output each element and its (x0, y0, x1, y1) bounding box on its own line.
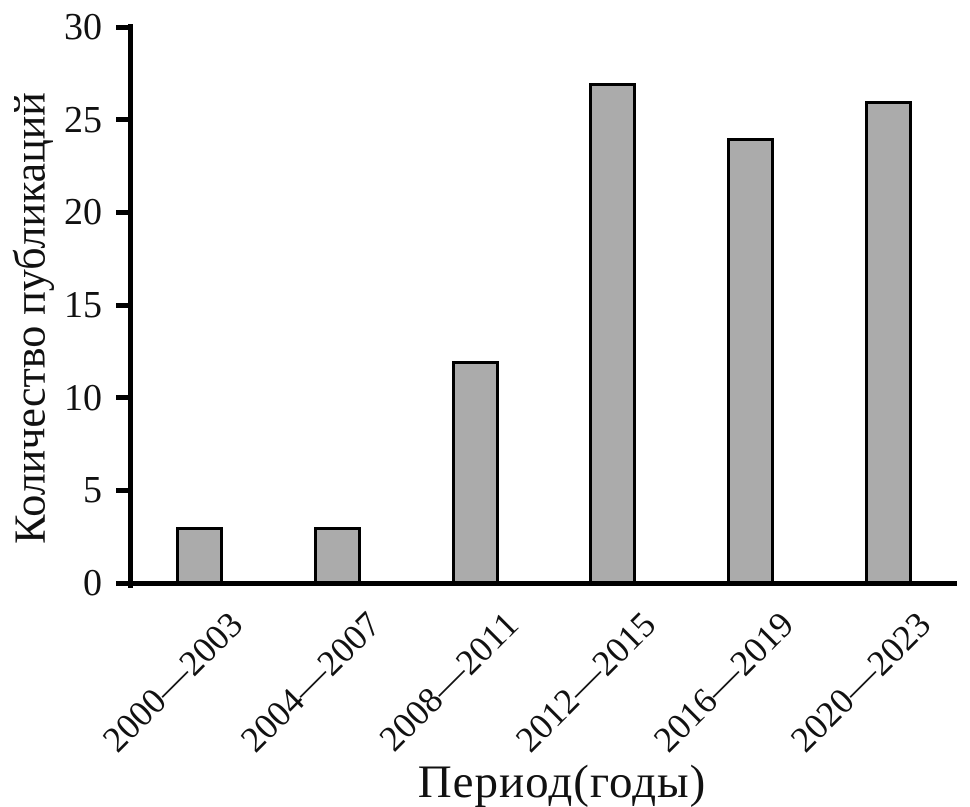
y-tick (116, 209, 131, 215)
y-tick (116, 395, 131, 401)
x-tick-label: 2020—2023 (782, 604, 939, 760)
bar (727, 138, 774, 585)
y-tick-label: 15 (64, 284, 102, 326)
y-tick-label: 30 (64, 6, 102, 48)
x-axis-title: Период(годы) (417, 756, 707, 807)
bar (176, 527, 224, 585)
y-tick-label: 5 (83, 469, 102, 512)
x-tick-label: 2004—2007 (232, 604, 388, 760)
bar (864, 101, 912, 585)
y-tick-label: 25 (64, 98, 102, 141)
y-tick (116, 302, 131, 308)
y-tick-label: 20 (64, 191, 102, 234)
x-axis-line (122, 581, 957, 586)
x-tick-label: 2016—2019 (645, 604, 801, 760)
x-tick-label: 2012—2015 (507, 604, 664, 760)
y-tick (116, 24, 131, 30)
x-tick-label: 2000—2003 (94, 604, 251, 760)
x-tick-label: 2008—2011 (370, 604, 526, 759)
y-tick (116, 580, 131, 586)
bar (451, 360, 499, 585)
y-tick-label: 10 (64, 376, 102, 419)
y-tick (116, 117, 131, 123)
bar (314, 527, 361, 585)
y-tick-label: 0 (83, 562, 102, 604)
y-tick (116, 487, 131, 493)
bar (589, 82, 637, 585)
